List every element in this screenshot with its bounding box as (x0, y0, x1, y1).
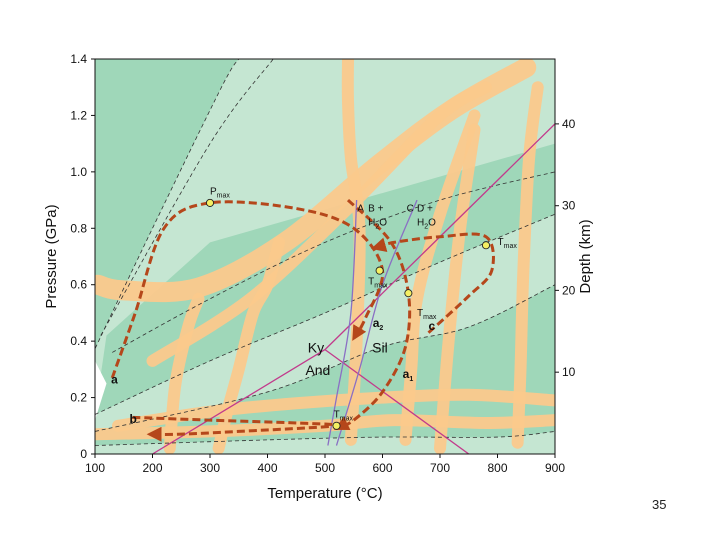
annotation-3: c (429, 319, 436, 333)
annotation-8: Tmax (417, 308, 437, 321)
annotation-17: Ky (308, 339, 324, 355)
y-tick-label-0.2: 0.2 (70, 391, 87, 405)
y-tick-label-1.2: 1.2 (70, 108, 87, 122)
y2-tick-label-20: 20 (562, 283, 576, 297)
x-tick-label-500: 500 (315, 461, 335, 475)
reaction-line-5 (335, 199, 418, 446)
y2-tick-label-40: 40 (562, 117, 576, 131)
annotation-9: Tmax (498, 237, 518, 250)
x-tick-label-100: 100 (85, 461, 105, 475)
peak-marker-3 (404, 289, 413, 298)
y-axis-label: Pressure (GPa) (43, 204, 60, 308)
annotation-13: H2O (368, 217, 387, 230)
facies-band-blueschist (95, 59, 325, 349)
ptt-path-c-4 (370, 232, 495, 334)
unreachable-region (95, 360, 107, 421)
annotation-1: a (111, 372, 118, 386)
x-tick-label-900: 900 (545, 461, 565, 475)
x-tick-label-800: 800 (487, 461, 507, 475)
annotation-15: D + (417, 203, 433, 214)
slide-number: 35 (652, 497, 667, 512)
x-tick-label-200: 200 (142, 461, 162, 475)
peak-marker-5 (332, 421, 341, 430)
reaction-line-2 (152, 349, 326, 454)
facies-boundary-5 (95, 431, 555, 446)
facies-boundary-4 (95, 284, 555, 432)
annotation-4: a2 (373, 316, 384, 332)
reaction-band-2 (146, 81, 492, 367)
peak-marker-1 (205, 198, 215, 207)
annotation-14: C (407, 203, 414, 214)
annotation-16: H2O (417, 217, 436, 230)
reaction-band-6 (511, 81, 544, 449)
y2-tick-label-30: 30 (562, 199, 576, 213)
y-tick-label-1.4: 1.4 (70, 52, 87, 66)
peak-marker-2 (375, 266, 384, 275)
x-tick-label-400: 400 (257, 461, 277, 475)
y-tick-label-0.8: 0.8 (70, 221, 87, 235)
y-tick-label-0.6: 0.6 (70, 278, 87, 292)
annotation-6: Pmax (210, 186, 230, 199)
reaction-band-9 (112, 388, 555, 432)
y-tick-label-0.4: 0.4 (70, 334, 87, 348)
facies-boundary-3 (95, 213, 555, 415)
y2-tick-label-10: 10 (562, 365, 576, 379)
reaction-line-3 (324, 349, 470, 454)
y2-axis-label: Depth (km) (577, 219, 594, 293)
y-tick-label-1.0: 1.0 (70, 165, 87, 179)
reaction-line-4 (327, 200, 358, 446)
facies-boundary-1 (95, 59, 240, 350)
peak-marker-4 (481, 241, 491, 250)
facies-boundary-6 (112, 171, 555, 353)
reaction-band-4 (399, 109, 481, 446)
annotation-19: And (305, 362, 330, 378)
annotation-10: Tmax (334, 409, 354, 422)
reaction-band-5 (434, 123, 481, 454)
x-axis-label: Temperature (°C) (267, 485, 382, 502)
annotation-2: b (130, 412, 137, 426)
annotation-11: A (357, 203, 364, 214)
x-tick-label-300: 300 (200, 461, 220, 475)
x-tick-label-600: 600 (372, 461, 392, 475)
y-tick-label-0: 0 (80, 447, 87, 461)
annotation-12: B + (368, 203, 383, 214)
x-tick-label-700: 700 (430, 461, 450, 475)
ptt-path-a-1 (110, 200, 385, 379)
annotation-7: Tmax (368, 277, 388, 290)
annotation-5: a1 (403, 367, 414, 383)
annotation-18: Sil (372, 339, 388, 355)
